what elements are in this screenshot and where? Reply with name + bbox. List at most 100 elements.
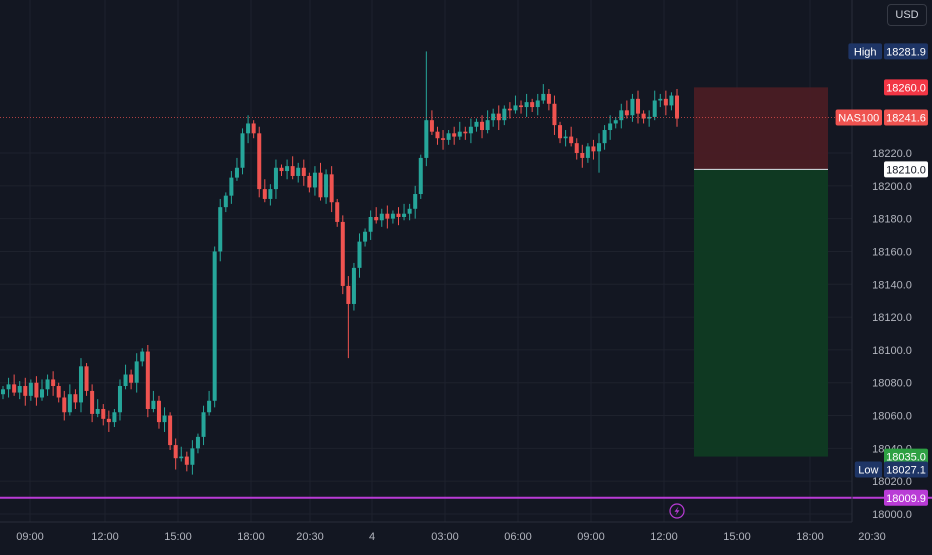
- candle-body: [6, 384, 11, 390]
- candle-body: [112, 412, 117, 423]
- candle-body: [418, 157, 423, 195]
- candle-body: [151, 400, 156, 409]
- candle-body: [396, 213, 401, 217]
- candle-body: [240, 133, 245, 168]
- price-tick-label: 18100.0: [872, 345, 912, 357]
- candle-body: [674, 95, 680, 119]
- candle-body: [296, 167, 301, 176]
- candle-body: [212, 251, 217, 401]
- candle-body: [62, 397, 67, 413]
- candle-body: [658, 98, 663, 101]
- candle-body: [329, 174, 334, 203]
- candle-body: [502, 108, 507, 121]
- price-tick-label: 18080.0: [872, 378, 912, 390]
- candle-body: [463, 131, 468, 134]
- candle-body: [524, 102, 529, 108]
- candle-body: [340, 221, 345, 286]
- candle-body: [357, 241, 362, 268]
- candle-body: [441, 138, 446, 140]
- time-tick-label: 12:00: [650, 531, 678, 543]
- candle-body: [78, 366, 83, 403]
- last-price-value-bg: [884, 109, 928, 126]
- candle-body: [39, 389, 44, 398]
- candle-body: [652, 100, 657, 117]
- time-tick-label: 15:00: [164, 531, 192, 543]
- candle-body: [402, 213, 407, 217]
- candle-body: [485, 120, 490, 131]
- candle-body: [413, 194, 418, 209]
- low-price-label-bg: [854, 461, 882, 478]
- candle-body: [368, 216, 373, 232]
- candle-body: [34, 382, 39, 398]
- high-price-label: High: [854, 46, 877, 58]
- low-price-label: Low: [858, 465, 878, 477]
- candle-body: [374, 216, 379, 221]
- candle-body: [268, 189, 273, 199]
- low-price-value: 18027.1: [886, 465, 926, 477]
- candle-body: [636, 98, 641, 114]
- take-profit-zone[interactable]: [694, 169, 828, 457]
- price-tick-label: 18000.0: [872, 509, 912, 521]
- time-tick-label: 4: [369, 531, 375, 543]
- price-tick-label: 18160.0: [872, 246, 912, 258]
- candle-body: [491, 113, 496, 121]
- candle-body: [23, 386, 28, 396]
- candle-body: [597, 143, 602, 152]
- candle-body: [73, 394, 78, 403]
- candle-body: [90, 390, 95, 414]
- candle-body: [363, 231, 368, 242]
- candle-body: [474, 121, 479, 127]
- lightning-icon[interactable]: [669, 503, 685, 519]
- candle-body: [429, 120, 434, 132]
- candle-body: [513, 105, 518, 111]
- last-price-label: NAS100: [838, 113, 879, 125]
- candle-body: [145, 351, 150, 409]
- low-price-value-bg: [884, 461, 928, 478]
- candle-body: [229, 177, 234, 196]
- time-tick-label: 06:00: [504, 531, 532, 543]
- candle-body: [129, 374, 134, 383]
- candle-body: [312, 172, 317, 188]
- candle-body: [519, 105, 524, 108]
- candle-body: [580, 153, 585, 158]
- candle-body: [452, 133, 457, 137]
- candle-body: [480, 121, 485, 131]
- candle-body: [207, 400, 212, 413]
- candle-body: [324, 174, 329, 198]
- candle-body: [290, 166, 295, 176]
- candle-body: [407, 208, 412, 214]
- candle-body: [101, 408, 106, 419]
- candle-body: [446, 133, 451, 140]
- stop-loss-zone[interactable]: [694, 87, 828, 170]
- price-lines: [0, 117, 932, 499]
- candle-body: [613, 120, 618, 124]
- price-tick-label: 18060.0: [872, 411, 912, 423]
- candle-body: [390, 213, 395, 219]
- candle-body: [496, 113, 501, 121]
- time-tick-label: 18:00: [237, 531, 265, 543]
- candle-body: [569, 136, 574, 144]
- candle-body: [563, 136, 568, 139]
- currency-button[interactable]: USD: [887, 4, 927, 26]
- candle-body: [546, 93, 551, 104]
- price-axis[interactable]: 18000.018020.018040.018060.018080.018100…: [872, 148, 912, 521]
- candle-body: [641, 113, 646, 119]
- price-tick-label: 18140.0: [872, 279, 912, 291]
- candle-body: [246, 123, 251, 134]
- candle-body: [669, 95, 674, 106]
- last-price-value: 18241.6: [886, 113, 926, 125]
- candle-body: [602, 130, 607, 144]
- time-tick-label: 20:30: [858, 531, 886, 543]
- candle-body: [585, 146, 590, 158]
- entry-price-value-bg: [884, 161, 928, 178]
- candle-body: [279, 167, 284, 172]
- time-tick-label: 12:00: [91, 531, 119, 543]
- candle-body: [301, 167, 306, 176]
- target-price-value-bg: [884, 448, 928, 465]
- time-axis[interactable]: 09:00 12:00 15:00 18:00 20:30 4 03:00 06:00 09:0…: [16, 531, 886, 543]
- position-zones[interactable]: [694, 87, 828, 457]
- time-tick-label: 20:30: [296, 531, 324, 543]
- candle-body: [262, 189, 267, 199]
